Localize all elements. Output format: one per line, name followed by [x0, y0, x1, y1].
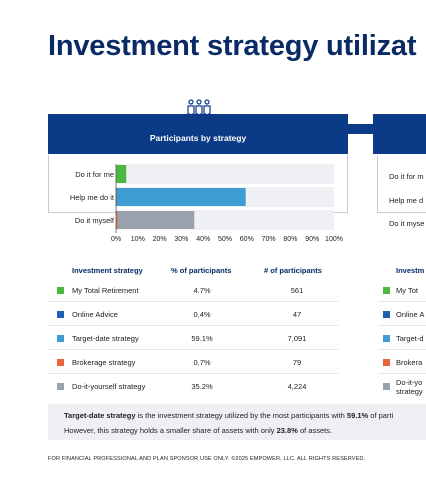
legend-swatch: [57, 311, 64, 318]
page-title: Investment strategy utilizat: [48, 30, 417, 62]
bar-segment: [116, 188, 246, 206]
legend-swatch: [383, 311, 390, 318]
note-highlight: 23.8%: [276, 426, 298, 435]
footer-disclaimer: FOR FINANCIAL PROFESSIONAL AND PLAN SPON…: [48, 456, 366, 462]
x-tick-label: 90%: [305, 236, 319, 243]
assets-banner: [373, 114, 426, 154]
right-table-row: Do-it-yo strategy: [378, 374, 426, 398]
x-tick-label: 30%: [174, 236, 188, 243]
note-text: of parti: [368, 411, 394, 420]
x-tick-label: 20%: [153, 236, 167, 243]
x-tick-label: 60%: [240, 236, 254, 243]
table-row: Online Advice 0.4% 47: [48, 302, 338, 326]
table-row: Brokerage strategy 0.7% 79: [48, 350, 338, 374]
right-table-row: Online A: [378, 302, 426, 326]
table-row: My Total Retirement 4.7% 561: [48, 278, 338, 302]
bar-segment: [116, 211, 118, 229]
right-category-label: Do it myse: [389, 219, 425, 228]
right-category-label: Do it for m: [389, 172, 424, 181]
right-category-label: Help me d: [389, 196, 424, 205]
percent-value: 35.2%: [191, 382, 213, 391]
banner-connector: [346, 124, 376, 134]
right-strategy-name: Target-d: [396, 334, 424, 343]
x-tick-label: 0%: [111, 236, 121, 243]
count-value: 47: [292, 310, 302, 319]
percent-value: 59.1%: [191, 334, 213, 343]
right-table-row: My Tot: [378, 278, 426, 302]
legend-swatch: [383, 383, 390, 390]
summary-note: Target-date strategy is the investment s…: [48, 404, 426, 440]
x-tick-label: 100%: [325, 236, 343, 243]
legend-swatch: [383, 287, 390, 294]
note-text: is the investment strategy utilized by t…: [135, 411, 347, 420]
strategy-name: Do-it-yourself strategy: [72, 382, 146, 391]
right-strategy-name: Brokera: [396, 358, 423, 367]
count-value: 561: [290, 286, 304, 295]
banner-label: Participants by strategy: [149, 133, 247, 143]
bar-segment: [116, 188, 117, 206]
strategy-name: Target-date strategy: [72, 334, 139, 343]
col-header-count: # of participants: [264, 266, 322, 275]
count-value: 79: [292, 358, 302, 367]
strategy-name: Online Advice: [72, 310, 118, 319]
table-row: Target-date strategy 59.1% 7,091: [48, 326, 338, 350]
percent-value: 0.7%: [193, 358, 211, 367]
x-tick-label: 40%: [196, 236, 210, 243]
right-strategy-name: My Tot: [396, 286, 418, 295]
note-text: of assets.: [297, 426, 333, 435]
right-strategy-name: Do-it-yo: [396, 378, 423, 387]
category-label: Do it for me: [75, 170, 114, 179]
table-row: Do-it-yourself strategy 35.2% 4,224: [48, 374, 338, 398]
count-value: 7,091: [287, 334, 307, 343]
percent-value: 0.4%: [193, 310, 211, 319]
x-tick-label: 50%: [218, 236, 232, 243]
right-table-row: Target-d: [378, 326, 426, 350]
note-highlight: 59.1%: [346, 411, 369, 420]
note-highlight: Target-date strategy: [64, 411, 136, 420]
right-col-header: Investm: [396, 266, 425, 275]
col-header-percent: % of participants: [171, 266, 232, 275]
legend-swatch: [57, 359, 64, 366]
chart-frame-right: [377, 155, 426, 213]
note-line-2: However, this strategy holds a smaller s…: [64, 426, 332, 435]
strategy-name: My Total Retirement: [72, 286, 139, 295]
participants-bar-chart: Do it for me Help me do it Do it myself 0% 1…: [70, 164, 343, 243]
legend-swatch: [57, 335, 64, 342]
right-strategy-name: strategy: [396, 387, 423, 396]
right-table-row: Brokera: [378, 350, 426, 374]
note-line-1: Target-date strategy is the investment s…: [64, 411, 393, 420]
legend-swatch: [57, 287, 64, 294]
bar-segment: [117, 211, 195, 229]
category-label: Help me do it: [70, 193, 115, 202]
col-header-strategy: Investment strategy: [72, 266, 143, 275]
category-label: Do it myself: [75, 216, 115, 225]
legend-swatch: [57, 383, 64, 390]
x-tick-label: 80%: [283, 236, 297, 243]
legend-swatch: [383, 359, 390, 366]
x-tick-label: 70%: [262, 236, 276, 243]
note-text: However, this strategy holds a smaller s…: [64, 426, 277, 435]
count-value: 4,224: [287, 382, 307, 391]
right-strategy-name: Online A: [396, 310, 425, 319]
row-background: [116, 164, 334, 184]
strategy-name: Brokerage strategy: [72, 358, 136, 367]
legend-swatch: [383, 335, 390, 342]
bar-segment: [116, 165, 127, 183]
participants-banner: Participants by strategy: [48, 114, 348, 154]
x-tick-label: 10%: [131, 236, 145, 243]
percent-value: 4.7%: [193, 286, 211, 295]
